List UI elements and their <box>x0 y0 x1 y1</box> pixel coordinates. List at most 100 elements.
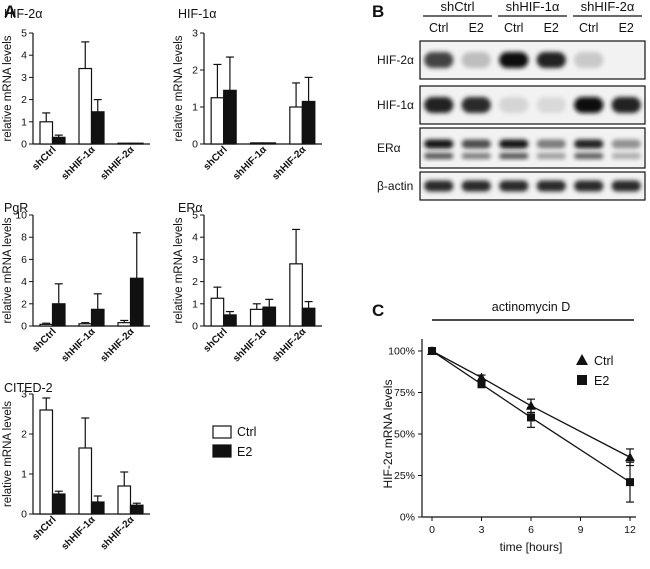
blot-band-er-lower-lane-2 <box>461 153 491 159</box>
blot-band-er-lower-lane-5 <box>574 153 604 159</box>
blot-band-actin-lane-4 <box>536 180 566 192</box>
pgr-ytick-label-0: 0 <box>21 321 27 333</box>
decay-legend-marker-ctrl <box>576 354 588 365</box>
era-bar-ctrl-shctrl <box>210 297 225 327</box>
decay-xtick-label-12: 12 <box>624 524 636 536</box>
legend-ctrl-label: Ctrl <box>237 425 256 439</box>
hif2a-bar-ctrl-shhif-1 <box>78 67 93 145</box>
blot-group-shhif-1: shHIF-1α <box>506 0 560 14</box>
blot-band-er-lower-lane-1 <box>424 153 454 159</box>
hif2a-category-shhif-1: shHIF-1α <box>60 144 99 183</box>
blot-group-shhif-2: shHIF-2α <box>581 0 635 14</box>
decay-annotation: actinomycin D <box>492 300 571 314</box>
blot-row-label-hif-2: HIF-2α <box>377 53 414 67</box>
blot-strip-er <box>419 127 646 169</box>
pgr-ytick-label-4: 4 <box>21 276 27 288</box>
hif2a-ytick-label-3: 3 <box>21 72 27 84</box>
blot-group-shctrl: shCtrl <box>441 0 475 14</box>
hif1a-bar-ctrl-shhif-2 <box>289 106 303 145</box>
blot-lane-label-1: Ctrl <box>429 21 448 35</box>
blot-band-hif-2-lane-3 <box>499 52 529 68</box>
pgr-category-shhif-1: shHIF-1α <box>60 326 99 365</box>
decay-xlabel: time [hours] <box>500 540 563 554</box>
cited2-ytick-label-1: 1 <box>21 469 27 481</box>
cited2-category-shhif-2: shHIF-2α <box>99 514 138 553</box>
blot-band-hif-1-lane-5 <box>574 97 604 113</box>
blot-row-label-hif-1: HIF-1α <box>377 98 414 112</box>
decay-point-e2-6 <box>527 413 535 422</box>
blot-strip-actin <box>419 171 646 201</box>
era-ytick-label-1: 1 <box>192 298 198 310</box>
blot-band-actin-lane-1 <box>424 180 454 192</box>
decay-legend-label-e2: E2 <box>594 374 609 388</box>
decay-point-e2-12 <box>626 478 634 487</box>
era-ytick-label-5: 5 <box>192 210 198 222</box>
cited2-bar-e2-shhif-1 <box>90 501 105 515</box>
decay-line-ctrl <box>431 350 631 458</box>
pgr-title: PgR <box>4 201 28 215</box>
hif2a-category-shctrl: shCtrl <box>30 144 58 172</box>
era-bar-e2-shhif-2 <box>301 307 316 327</box>
era-category-shctrl: shCtrl <box>202 326 230 354</box>
pgr-bar-e2-shhif-1 <box>90 308 105 327</box>
cited2-title: CITED-2 <box>4 381 53 395</box>
decay-ytick-label-0: 0% <box>400 512 415 524</box>
decay-xtick-label-9: 9 <box>578 524 584 536</box>
decay-point-e2-3 <box>477 380 486 389</box>
panel-letter-c: C <box>372 301 384 320</box>
hif1a-category-shhif-1: shHIF-1α <box>231 144 270 183</box>
hif2a-ylabel: relative mRNA levels <box>2 35 14 141</box>
era-category-shhif-2: shHIF-2α <box>270 326 309 365</box>
western-blot: shCtrl shHIF-1α shHIF-2α Ctrl E2 Ctrl E2 Ctrl E2… <box>377 0 646 201</box>
cited2-bar-e2-shctrl <box>51 493 66 515</box>
hif2a-ytick-label-1: 1 <box>21 116 27 128</box>
pgr-ylabel: relative mRNA levels <box>2 217 14 323</box>
decay-legend: Ctrl E2 <box>576 354 613 388</box>
blot-band-hif-2-lane-4 <box>536 52 566 68</box>
era-bar-ctrl-shhif-2 <box>289 263 303 327</box>
decay-xtick-label-6: 6 <box>528 524 534 536</box>
pgr-bar-e2-shctrl <box>51 303 66 327</box>
blot-band-er-lane-2 <box>461 139 491 149</box>
era-ytick-label-0: 0 <box>192 321 198 333</box>
era-category-shhif-1: shHIF-1α <box>231 326 270 365</box>
panel-letter-b: B <box>372 2 384 21</box>
hif1a-bar-e2-shhif-1 <box>262 142 277 145</box>
blot-band-er-lane-6 <box>611 139 641 149</box>
blot-band-actin-lane-2 <box>461 180 491 192</box>
decay-ylabel: HIF-2α mRNA levels <box>381 380 395 489</box>
pgr-ytick-label-10: 10 <box>15 210 27 222</box>
blot-band-hif-1-lane-4 <box>536 97 566 113</box>
blot-band-er-lane-5 <box>574 139 604 149</box>
decay-legend-marker-e2 <box>577 375 587 385</box>
hif1a-category-shctrl: shCtrl <box>202 144 230 172</box>
decay-ytick-label-50: 50% <box>394 429 415 441</box>
era-ytick-label-2: 2 <box>192 276 198 288</box>
pgr-bar-ctrl-shhif-2 <box>117 322 132 327</box>
era-title: ERα <box>178 201 203 215</box>
blot-lane-label-2: E2 <box>469 21 484 35</box>
pgr-ytick-label-2: 2 <box>21 298 27 310</box>
pgr-ytick-label-8: 8 <box>21 232 27 244</box>
hif2a-title: HIF-2α <box>4 7 42 21</box>
blot-band-hif-2-lane-2 <box>461 52 491 68</box>
pgr-ytick-label-6: 6 <box>21 254 27 266</box>
blot-band-actin-lane-3 <box>499 180 529 192</box>
hif1a-ytick-label-2: 2 <box>192 65 198 77</box>
hif2a-ytick-label-2: 2 <box>21 94 27 106</box>
decay-point-e2-0 <box>428 347 436 355</box>
hif1a-bar-e2-shctrl <box>223 89 237 145</box>
legend-ctrl-swatch <box>212 425 232 439</box>
pgr-bar-ctrl-shhif-1 <box>78 323 93 327</box>
era-bar-e2-shhif-1 <box>262 306 277 327</box>
era-bar-ctrl-shhif-1 <box>249 308 264 327</box>
decay-ytick-label-25: 25% <box>394 470 415 482</box>
pgr-category-shhif-2: shHIF-2α <box>99 326 138 365</box>
hif2a-bar-ctrl-shhif-2 <box>117 142 132 145</box>
era-ylabel: relative mRNA levels <box>173 217 185 323</box>
hif1a-bar-ctrl-shhif-1 <box>249 142 264 145</box>
cited2-bar-ctrl-shhif-2 <box>117 485 132 515</box>
cited2-ytick-label-2: 2 <box>21 429 27 441</box>
cited2-category-shctrl: shCtrl <box>30 514 58 542</box>
